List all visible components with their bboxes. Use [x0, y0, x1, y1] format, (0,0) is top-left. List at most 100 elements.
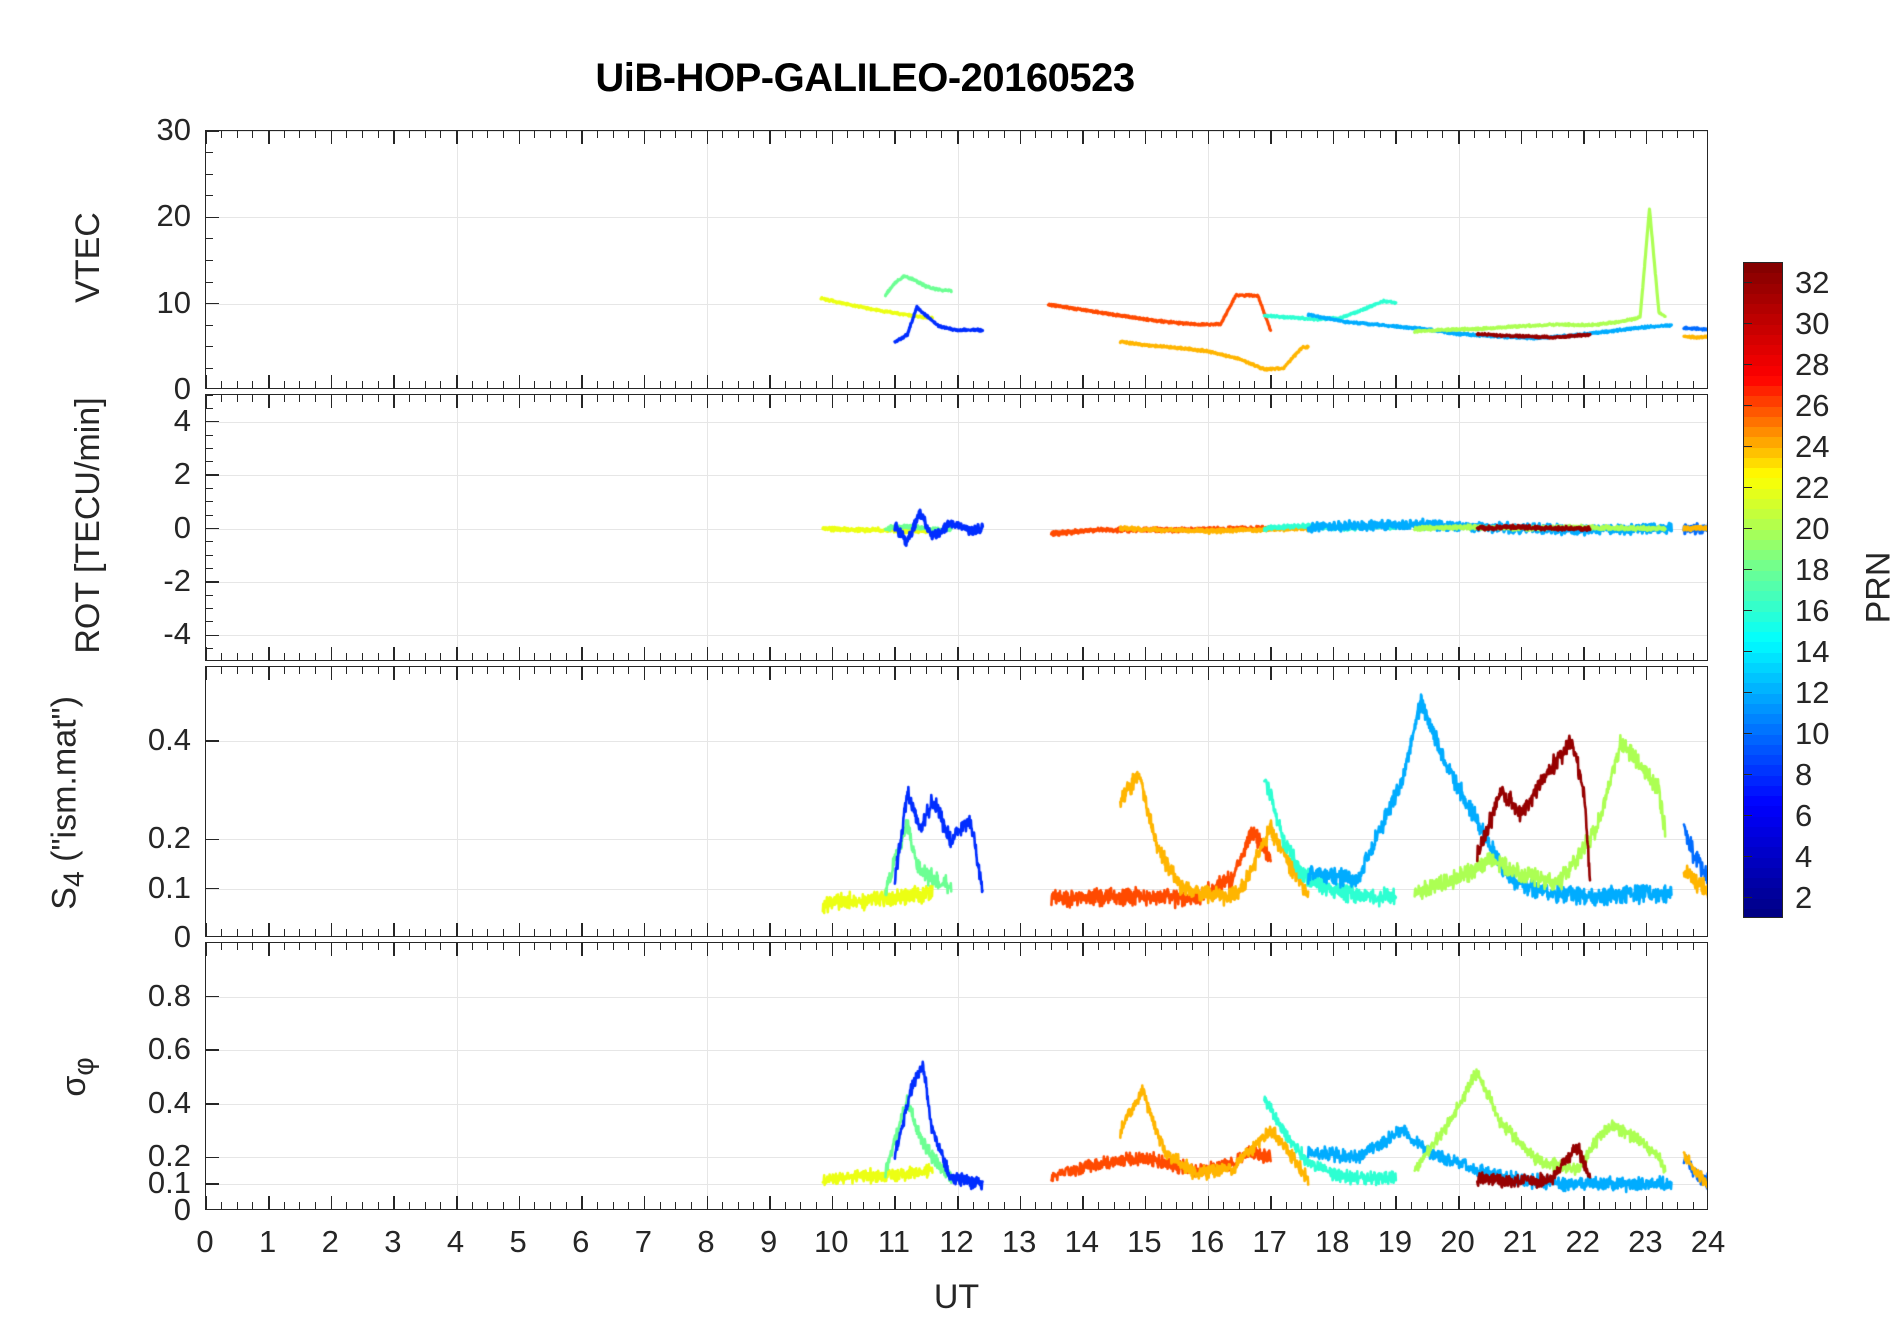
colorbar-segment	[1744, 457, 1782, 469]
colorbar-segment	[1744, 509, 1782, 521]
colorbar-tick	[1743, 568, 1752, 571]
colorbar-segment	[1744, 632, 1782, 644]
x-axis-label: UT	[933, 1278, 980, 1316]
colorbar-segment	[1744, 468, 1782, 480]
colorbar-tick-label: 4	[1795, 838, 1813, 874]
colorbar-segment	[1744, 652, 1782, 664]
x-tick-label: 0	[196, 1224, 214, 1259]
colorbar-segment	[1744, 734, 1782, 746]
panel-s4	[205, 666, 1708, 937]
x-tick-label: 9	[760, 1224, 778, 1259]
colorbar-segment	[1744, 816, 1782, 828]
y-tick-label: 4	[173, 402, 191, 438]
y-tick-label: 0.2	[147, 820, 191, 856]
colorbar-tick-label: 6	[1795, 797, 1813, 833]
colorbar-segment	[1744, 293, 1782, 305]
colorbar-segment	[1744, 898, 1782, 910]
x-tick-label: 5	[509, 1224, 527, 1259]
colorbar-segment	[1744, 765, 1782, 777]
colorbar-segment	[1744, 416, 1782, 428]
x-tick-label: 16	[1189, 1224, 1225, 1259]
colorbar-segment	[1744, 273, 1782, 285]
panel-vtec	[205, 130, 1708, 389]
y-tick-label: 0.2	[147, 1138, 191, 1174]
colorbar-segment	[1744, 724, 1782, 736]
colorbar-tick	[1743, 281, 1752, 284]
y-tick-label: 30	[156, 112, 191, 147]
colorbar-segment	[1744, 283, 1782, 295]
x-tick-label: 17	[1252, 1224, 1287, 1259]
colorbar-tick-label: 30	[1795, 305, 1830, 341]
colorbar-segment	[1744, 642, 1782, 654]
y-tick-label: 0	[173, 371, 191, 406]
colorbar-tick	[1743, 445, 1752, 448]
y-tick-label: 0.6	[147, 1031, 191, 1067]
colorbar-tick-label: 12	[1795, 674, 1830, 710]
y-tick-label: 0.8	[147, 977, 191, 1013]
colorbar-segment	[1744, 498, 1782, 510]
colorbar-segment	[1744, 888, 1782, 900]
y-tick-label: 0	[173, 1192, 191, 1227]
x-tick-label: 10	[814, 1224, 849, 1259]
colorbar-segment	[1744, 406, 1782, 418]
x-tick-label: 12	[939, 1224, 974, 1259]
x-tick-label: 11	[877, 1224, 910, 1259]
colorbar-tick-label: 14	[1795, 633, 1830, 669]
x-tick-label: 15	[1127, 1224, 1162, 1259]
colorbar-tick-label: 24	[1795, 428, 1830, 464]
x-tick-label: 7	[634, 1224, 652, 1259]
colorbar-tick-label: 28	[1795, 346, 1830, 382]
colorbar-segment	[1744, 601, 1782, 613]
colorbar-segment	[1744, 785, 1782, 797]
colorbar-tick	[1743, 814, 1752, 817]
colorbar-segment	[1744, 673, 1782, 685]
colorbar-segment	[1744, 304, 1782, 316]
colorbar-segment	[1744, 386, 1782, 398]
colorbar-tick-label: 22	[1795, 469, 1830, 505]
colorbar-segment	[1744, 611, 1782, 623]
colorbar-segment	[1744, 447, 1782, 459]
colorbar-segment	[1744, 539, 1782, 551]
colorbar-tick	[1743, 322, 1752, 325]
x-tick-label: 2	[321, 1224, 339, 1259]
y-tick-label: 20	[156, 198, 191, 234]
colorbar-segment	[1744, 693, 1782, 705]
x-tick-label: 23	[1628, 1224, 1663, 1259]
colorbar-segment	[1744, 334, 1782, 346]
colorbar-tick	[1743, 609, 1752, 612]
colorbar[interactable]	[1743, 262, 1783, 918]
y-tick-label: 0	[173, 919, 191, 954]
colorbar-segment	[1744, 703, 1782, 715]
colorbar-tick	[1743, 855, 1752, 858]
colorbar-segment	[1744, 355, 1782, 367]
x-tick-label: 19	[1377, 1224, 1413, 1259]
x-tick-label: 21	[1502, 1224, 1538, 1259]
figure-title: UiB-HOP-GALILEO-20160523	[595, 56, 1135, 100]
colorbar-segment	[1744, 324, 1782, 336]
colorbar-tick-label: 8	[1795, 756, 1813, 792]
colorbar-tick-label: 18	[1795, 551, 1830, 587]
colorbar-tick	[1743, 527, 1752, 530]
y-tick-label: -4	[163, 616, 191, 652]
colorbar-tick	[1743, 896, 1752, 899]
colorbar-segment	[1744, 744, 1782, 756]
y-tick-label: 0.4	[147, 1084, 191, 1120]
colorbar-segment	[1744, 519, 1782, 531]
colorbar-tick-label: 2	[1795, 879, 1813, 915]
colorbar-segment	[1744, 847, 1782, 859]
colorbar-segment	[1744, 837, 1782, 849]
colorbar-segment	[1744, 345, 1782, 357]
colorbar-tick	[1743, 773, 1752, 776]
colorbar-tick	[1743, 363, 1752, 366]
colorbar-segment	[1744, 488, 1782, 500]
colorbar-segment	[1744, 314, 1782, 326]
colorbar-tick	[1743, 486, 1752, 489]
colorbar-segment	[1744, 570, 1782, 582]
colorbar-segment	[1744, 806, 1782, 818]
y-tick-label: 0.4	[147, 721, 191, 757]
colorbar-segment	[1744, 529, 1782, 541]
x-tick-label: 6	[572, 1224, 590, 1259]
colorbar-segment	[1744, 621, 1782, 633]
x-tick-label: 14	[1064, 1224, 1099, 1259]
